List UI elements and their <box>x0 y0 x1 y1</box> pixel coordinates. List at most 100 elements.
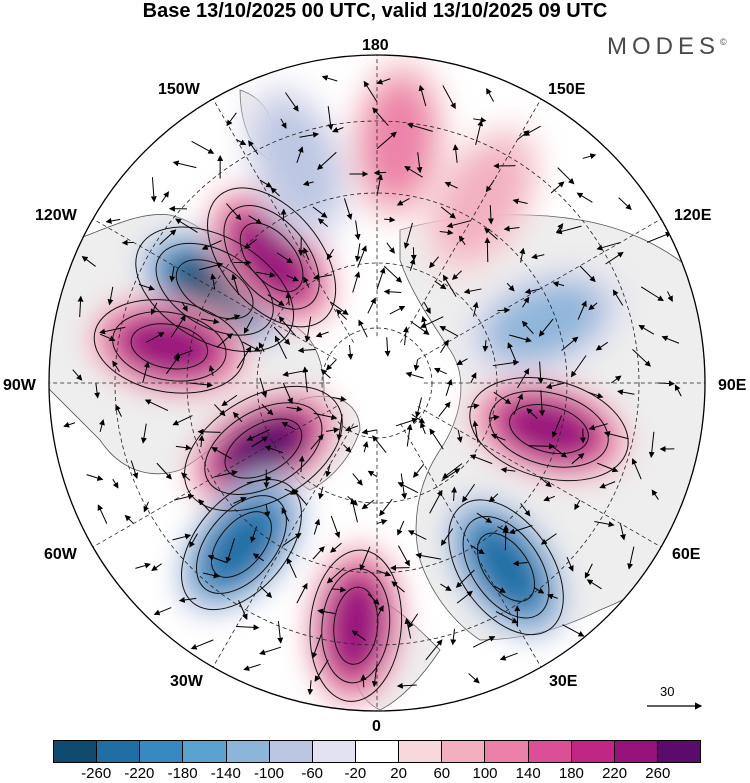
wind-vector <box>286 405 303 412</box>
wind-vector <box>579 265 596 283</box>
wind-vector <box>379 498 393 517</box>
label-30e: 30E <box>549 673 578 690</box>
wind-vector <box>326 249 334 261</box>
label-0: 0 <box>372 718 381 735</box>
wind-vector <box>552 281 565 288</box>
wind-vector <box>140 423 147 444</box>
wind-vector <box>115 404 122 417</box>
wind-vector <box>180 472 191 481</box>
wind-vector <box>545 382 565 390</box>
colorbar-swatch <box>140 741 184 762</box>
wind-vector <box>303 247 310 261</box>
wind-vector <box>403 222 413 249</box>
wind-vector <box>618 197 632 211</box>
wind-vector <box>264 503 271 518</box>
wind-vector <box>97 504 108 524</box>
label-60e: 60E <box>672 546 701 563</box>
wind-vector <box>550 181 565 194</box>
wind-vector <box>248 215 263 225</box>
wind-vector <box>273 326 291 346</box>
wind-vector <box>274 335 287 359</box>
wind-vector <box>198 434 205 448</box>
wind-vector <box>330 515 341 539</box>
wind-vector <box>484 227 498 240</box>
wind-vector <box>603 431 629 440</box>
reference-vector-label: 30 <box>660 684 675 699</box>
wind-vector <box>508 524 533 535</box>
wind-vector <box>531 253 545 260</box>
colorbar-swatch <box>54 741 98 762</box>
wind-vector <box>508 334 532 343</box>
wind-vector <box>178 596 197 603</box>
wind-vector <box>577 300 587 320</box>
wind-vector <box>226 203 242 221</box>
wind-vector <box>493 585 506 593</box>
colorbar-tick-label: -260 <box>81 765 112 782</box>
wind-vector <box>352 271 361 293</box>
wind-vector <box>658 380 675 387</box>
colorbar-swatch <box>312 741 356 762</box>
wind-vector <box>528 443 556 450</box>
wind-vector <box>667 291 673 302</box>
wind-vector <box>302 366 309 393</box>
height-contour <box>207 187 337 328</box>
wind-vector <box>404 165 423 178</box>
wind-vector <box>445 378 453 396</box>
wind-vector <box>376 267 386 290</box>
wind-vector <box>94 382 101 399</box>
wind-vector <box>526 408 538 419</box>
map-boundary <box>48 54 706 712</box>
wind-vector <box>533 587 545 594</box>
wind-vector <box>200 318 220 325</box>
wind-vector <box>410 320 430 335</box>
wind-vector <box>252 553 264 562</box>
wind-vector <box>638 324 655 335</box>
wind-vector <box>470 372 477 384</box>
wind-vector <box>574 499 581 511</box>
wind-vector <box>506 282 515 292</box>
wind-vector <box>566 556 574 572</box>
wind-vector <box>142 361 150 384</box>
wind-vector <box>280 118 287 129</box>
wind-vector <box>488 414 500 421</box>
wind-vector <box>376 173 383 196</box>
height-contour <box>489 390 609 468</box>
wind-vector <box>211 447 232 460</box>
wind-vector <box>276 252 293 264</box>
wind-vector <box>384 337 391 357</box>
wind-vector <box>407 122 433 132</box>
wind-vector <box>440 528 454 546</box>
height-contour <box>333 586 379 665</box>
wind-vector <box>77 295 84 318</box>
wind-vector <box>519 247 526 263</box>
wind-vector <box>150 302 158 316</box>
colorbar-tick-label: 20 <box>390 765 407 782</box>
colorbar-swatch <box>528 741 572 762</box>
anomaly-shading <box>491 287 598 358</box>
wind-vector <box>376 131 397 150</box>
wind-vector <box>452 144 459 163</box>
colorbar-swatch <box>183 741 227 762</box>
wind-vector <box>451 270 462 281</box>
wind-vector <box>292 488 308 506</box>
wind-vector <box>207 554 227 563</box>
wind-vector <box>397 482 419 494</box>
wind-vector <box>255 271 276 278</box>
wind-vector <box>286 557 297 579</box>
wind-vector <box>367 470 378 478</box>
wind-vector <box>258 342 265 352</box>
wind-vector <box>451 486 458 501</box>
wind-vector <box>304 316 312 343</box>
colorbar-swatch <box>226 741 270 762</box>
wind-vector <box>415 552 442 560</box>
wind-vector <box>405 371 424 379</box>
wind-vector <box>373 169 387 176</box>
wind-vector <box>343 444 352 453</box>
colorbar-tick-label: 180 <box>558 765 584 782</box>
colorbar-swatch <box>442 741 486 762</box>
wind-vector <box>463 288 482 295</box>
wind-vector <box>298 455 305 473</box>
wind-vector <box>332 395 347 402</box>
colorbar-tick-label: 220 <box>602 765 628 782</box>
wind-vector <box>605 251 624 265</box>
